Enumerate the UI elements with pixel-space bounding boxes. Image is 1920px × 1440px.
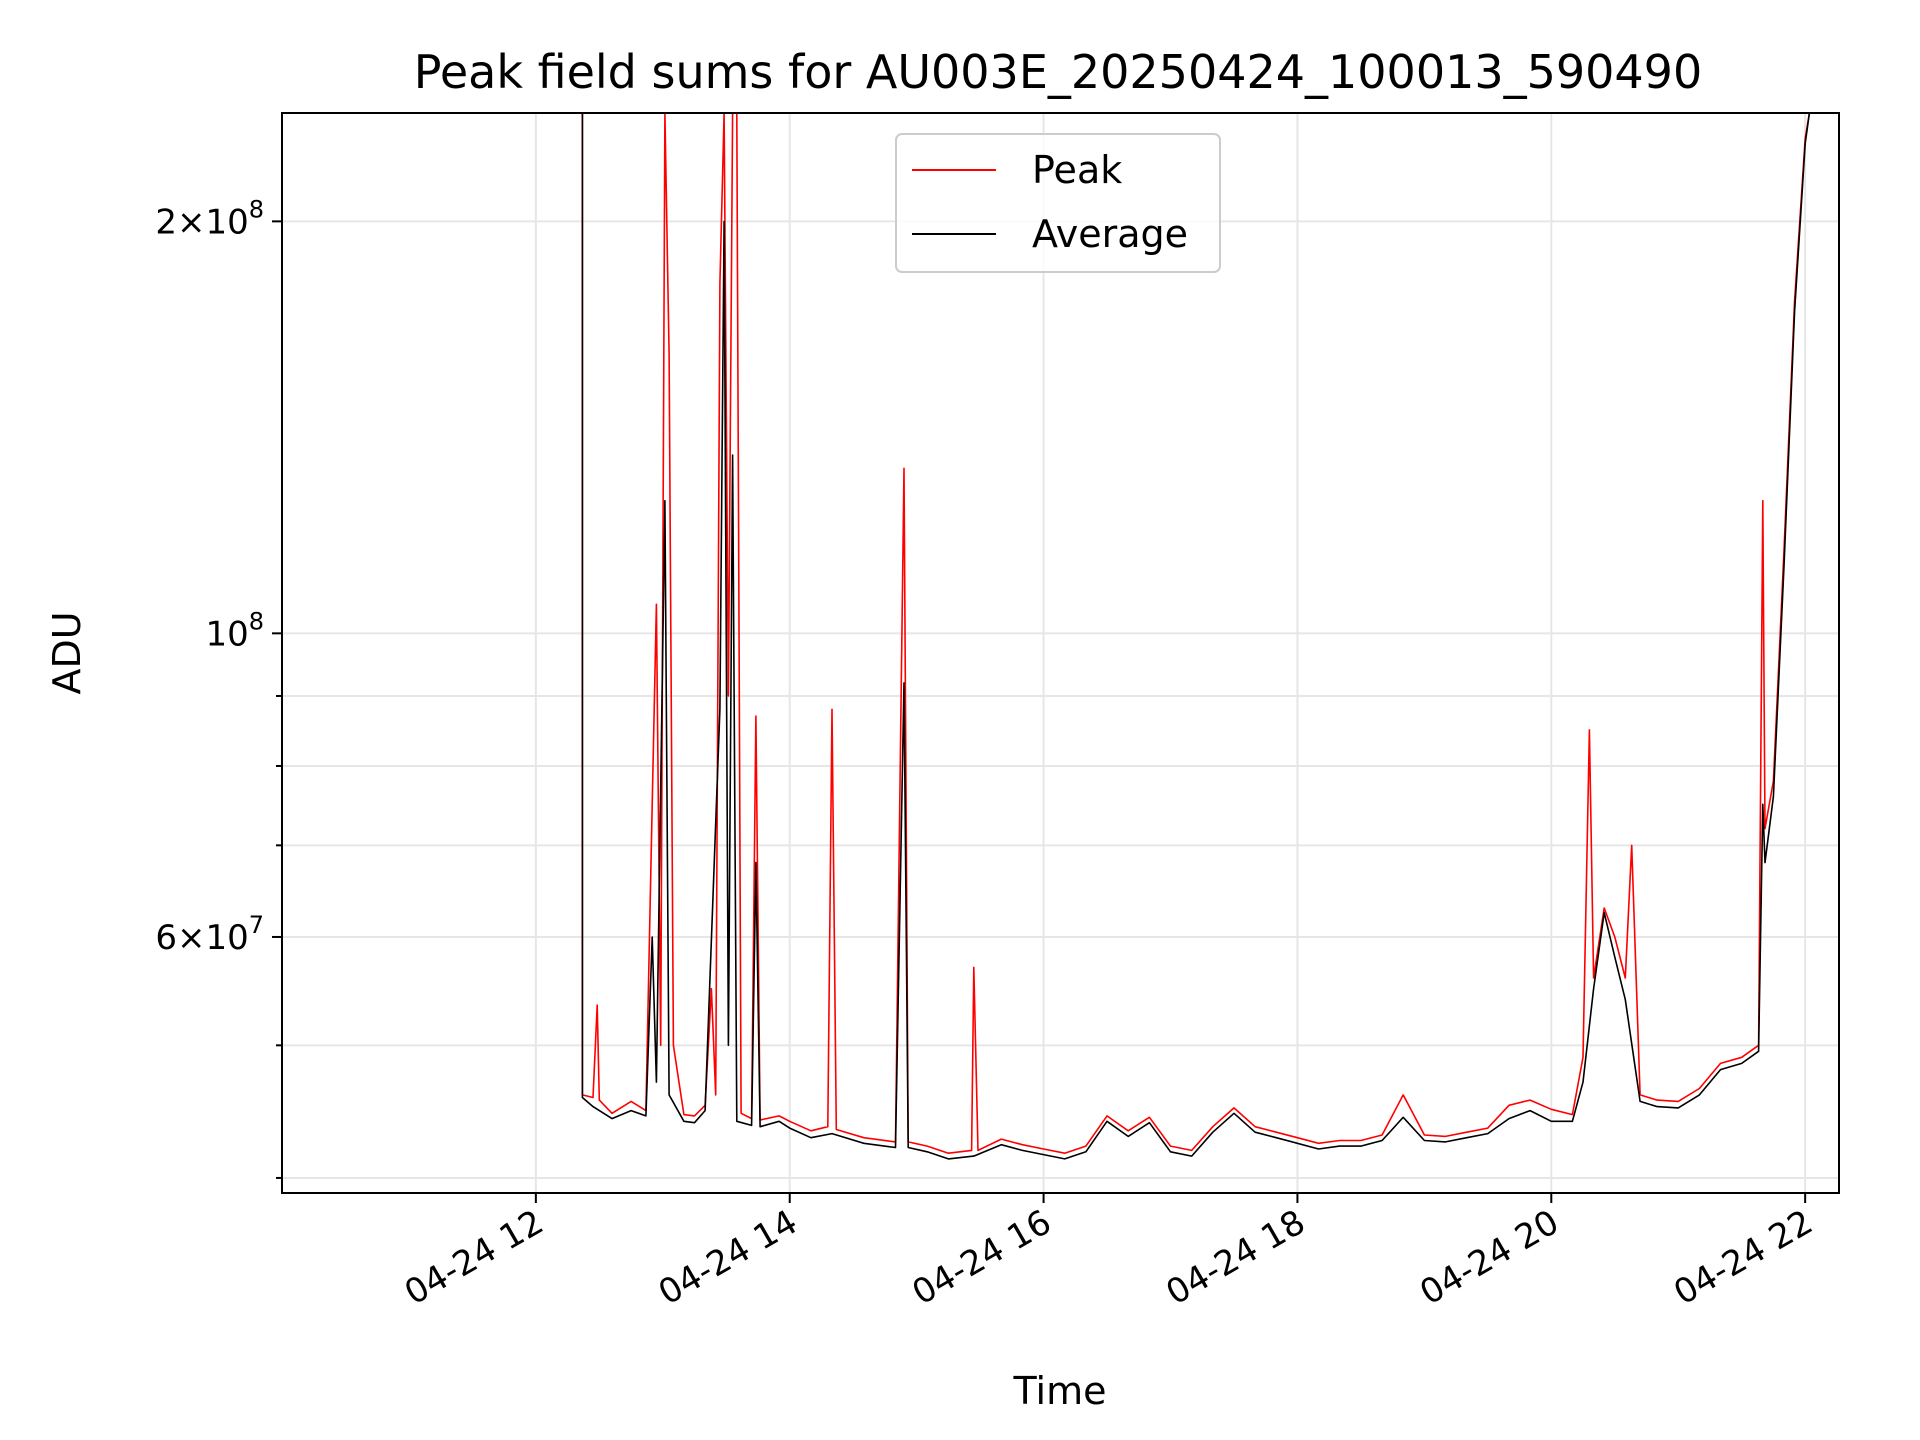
plot-area [282,113,1811,1160]
series-lines [282,113,1811,1160]
chart-title: Peak field sums for AU003E_20250424_1000… [414,45,1702,99]
plot-frame [281,112,1840,1194]
y-tick-label: 2×108 [155,195,264,242]
series-line-peak [282,113,1811,1154]
y-tick-label: 6×107 [155,911,264,958]
x-axis-label: Time [1013,1369,1107,1413]
legend: Peak Average [895,133,1221,273]
legend-label-peak: Peak [1032,148,1122,192]
y-tick-label: 108 [205,607,264,654]
y-axis-label: ADU [45,611,89,694]
legend-box [895,133,1221,273]
legend-label-average: Average [1032,212,1188,256]
y-axis: 6×107 108 2×108 [155,195,282,1179]
series-line-average [282,113,1811,1160]
